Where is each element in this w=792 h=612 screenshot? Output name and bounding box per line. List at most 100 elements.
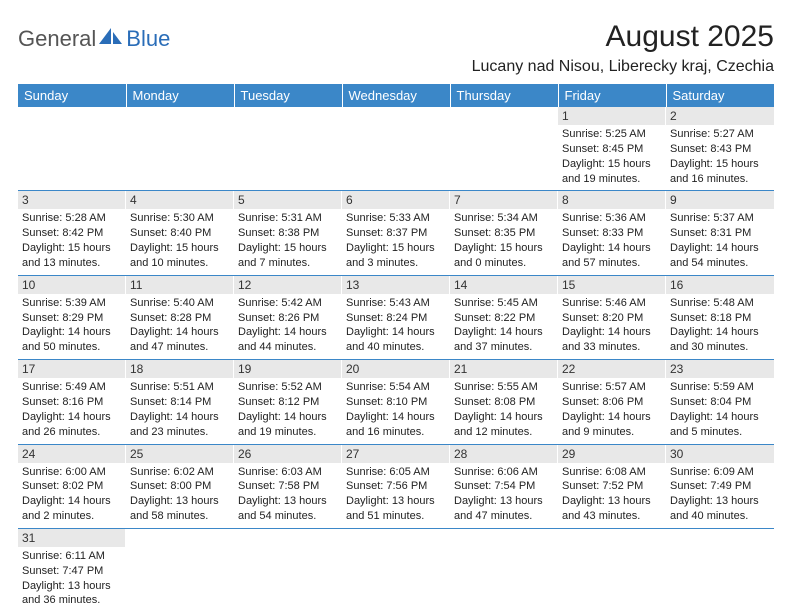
sunrise-text: Sunrise: 5:59 AM <box>670 380 770 395</box>
sunrise-text: Sunrise: 5:55 AM <box>454 380 554 395</box>
calendar-cell: 27Sunrise: 6:05 AMSunset: 7:56 PMDayligh… <box>342 444 450 528</box>
calendar-week-row: 24Sunrise: 6:00 AMSunset: 8:02 PMDayligh… <box>18 444 774 528</box>
sunset-text: Sunset: 7:54 PM <box>454 479 554 494</box>
sunset-text: Sunset: 8:18 PM <box>670 311 770 326</box>
daylight-text: Daylight: 15 hours and 16 minutes. <box>670 157 770 187</box>
calendar-cell <box>342 528 450 612</box>
sunset-text: Sunset: 8:29 PM <box>22 311 122 326</box>
day-number: 28 <box>450 445 558 463</box>
sunset-text: Sunset: 8:26 PM <box>238 311 338 326</box>
day-number-empty <box>234 107 342 125</box>
sunrise-text: Sunrise: 6:11 AM <box>22 549 122 564</box>
calendar-cell: 26Sunrise: 6:03 AMSunset: 7:58 PMDayligh… <box>234 444 342 528</box>
day-text: Sunrise: 5:30 AMSunset: 8:40 PMDaylight:… <box>126 209 234 274</box>
calendar-cell: 11Sunrise: 5:40 AMSunset: 8:28 PMDayligh… <box>126 275 234 359</box>
calendar-cell: 19Sunrise: 5:52 AMSunset: 8:12 PMDayligh… <box>234 360 342 444</box>
day-text: Sunrise: 5:27 AMSunset: 8:43 PMDaylight:… <box>666 125 774 190</box>
calendar-cell: 17Sunrise: 5:49 AMSunset: 8:16 PMDayligh… <box>18 360 126 444</box>
day-number: 10 <box>18 276 126 294</box>
day-header: Friday <box>558 84 666 107</box>
sunrise-text: Sunrise: 5:25 AM <box>562 127 662 142</box>
calendar-cell: 23Sunrise: 5:59 AMSunset: 8:04 PMDayligh… <box>666 360 774 444</box>
day-number: 14 <box>450 276 558 294</box>
calendar-table: SundayMondayTuesdayWednesdayThursdayFrid… <box>18 84 774 612</box>
day-text: Sunrise: 5:48 AMSunset: 8:18 PMDaylight:… <box>666 294 774 359</box>
day-number: 4 <box>126 191 234 209</box>
calendar-week-row: 3Sunrise: 5:28 AMSunset: 8:42 PMDaylight… <box>18 191 774 275</box>
day-number-empty <box>342 529 450 547</box>
daylight-text: Daylight: 15 hours and 3 minutes. <box>346 241 446 271</box>
day-number: 19 <box>234 360 342 378</box>
sunset-text: Sunset: 8:00 PM <box>130 479 230 494</box>
day-number: 9 <box>666 191 774 209</box>
day-number: 31 <box>18 529 126 547</box>
day-text: Sunrise: 6:00 AMSunset: 8:02 PMDaylight:… <box>18 463 126 528</box>
day-text: Sunrise: 5:33 AMSunset: 8:37 PMDaylight:… <box>342 209 450 274</box>
day-number: 12 <box>234 276 342 294</box>
sunrise-text: Sunrise: 5:30 AM <box>130 211 230 226</box>
day-text: Sunrise: 5:37 AMSunset: 8:31 PMDaylight:… <box>666 209 774 274</box>
day-number: 24 <box>18 445 126 463</box>
calendar-cell: 10Sunrise: 5:39 AMSunset: 8:29 PMDayligh… <box>18 275 126 359</box>
sunrise-text: Sunrise: 6:09 AM <box>670 465 770 480</box>
sunrise-text: Sunrise: 5:48 AM <box>670 296 770 311</box>
daylight-text: Daylight: 15 hours and 19 minutes. <box>562 157 662 187</box>
sunrise-text: Sunrise: 5:33 AM <box>346 211 446 226</box>
calendar-cell: 8Sunrise: 5:36 AMSunset: 8:33 PMDaylight… <box>558 191 666 275</box>
day-number-empty <box>18 107 126 125</box>
day-text: Sunrise: 5:25 AMSunset: 8:45 PMDaylight:… <box>558 125 666 190</box>
day-number: 7 <box>450 191 558 209</box>
day-text: Sunrise: 5:43 AMSunset: 8:24 PMDaylight:… <box>342 294 450 359</box>
day-text-empty <box>234 547 342 607</box>
day-number: 5 <box>234 191 342 209</box>
day-number: 6 <box>342 191 450 209</box>
daylight-text: Daylight: 14 hours and 47 minutes. <box>130 325 230 355</box>
day-header: Thursday <box>450 84 558 107</box>
sunset-text: Sunset: 7:47 PM <box>22 564 122 579</box>
day-number: 16 <box>666 276 774 294</box>
sunset-text: Sunset: 7:56 PM <box>346 479 446 494</box>
day-text: Sunrise: 5:28 AMSunset: 8:42 PMDaylight:… <box>18 209 126 274</box>
calendar-cell: 5Sunrise: 5:31 AMSunset: 8:38 PMDaylight… <box>234 191 342 275</box>
sunset-text: Sunset: 8:22 PM <box>454 311 554 326</box>
sunrise-text: Sunrise: 5:45 AM <box>454 296 554 311</box>
day-text: Sunrise: 5:46 AMSunset: 8:20 PMDaylight:… <box>558 294 666 359</box>
sunset-text: Sunset: 8:20 PM <box>562 311 662 326</box>
day-text: Sunrise: 5:52 AMSunset: 8:12 PMDaylight:… <box>234 378 342 443</box>
calendar-cell <box>126 107 234 191</box>
day-number: 29 <box>558 445 666 463</box>
sunrise-text: Sunrise: 5:51 AM <box>130 380 230 395</box>
day-text-empty <box>666 547 774 607</box>
sunset-text: Sunset: 7:49 PM <box>670 479 770 494</box>
day-number-empty <box>234 529 342 547</box>
sunset-text: Sunset: 8:28 PM <box>130 311 230 326</box>
daylight-text: Daylight: 15 hours and 10 minutes. <box>130 241 230 271</box>
daylight-text: Daylight: 14 hours and 37 minutes. <box>454 325 554 355</box>
calendar-cell: 22Sunrise: 5:57 AMSunset: 8:06 PMDayligh… <box>558 360 666 444</box>
day-number-empty <box>126 529 234 547</box>
logo: General Blue <box>18 26 170 52</box>
day-number-empty <box>342 107 450 125</box>
sunrise-text: Sunrise: 6:05 AM <box>346 465 446 480</box>
sunset-text: Sunset: 8:08 PM <box>454 395 554 410</box>
sunrise-text: Sunrise: 5:46 AM <box>562 296 662 311</box>
daylight-text: Daylight: 13 hours and 51 minutes. <box>346 494 446 524</box>
day-text-empty <box>342 547 450 607</box>
calendar-cell: 29Sunrise: 6:08 AMSunset: 7:52 PMDayligh… <box>558 444 666 528</box>
day-number: 23 <box>666 360 774 378</box>
sunrise-text: Sunrise: 5:34 AM <box>454 211 554 226</box>
daylight-text: Daylight: 14 hours and 54 minutes. <box>670 241 770 271</box>
day-text: Sunrise: 5:59 AMSunset: 8:04 PMDaylight:… <box>666 378 774 443</box>
day-text-empty <box>450 125 558 185</box>
sunset-text: Sunset: 8:04 PM <box>670 395 770 410</box>
day-header: Tuesday <box>234 84 342 107</box>
daylight-text: Daylight: 15 hours and 13 minutes. <box>22 241 122 271</box>
day-number: 17 <box>18 360 126 378</box>
calendar-cell <box>342 107 450 191</box>
calendar-cell <box>18 107 126 191</box>
day-text: Sunrise: 5:40 AMSunset: 8:28 PMDaylight:… <box>126 294 234 359</box>
calendar-cell: 24Sunrise: 6:00 AMSunset: 8:02 PMDayligh… <box>18 444 126 528</box>
day-number: 26 <box>234 445 342 463</box>
day-number: 15 <box>558 276 666 294</box>
sunset-text: Sunset: 8:06 PM <box>562 395 662 410</box>
